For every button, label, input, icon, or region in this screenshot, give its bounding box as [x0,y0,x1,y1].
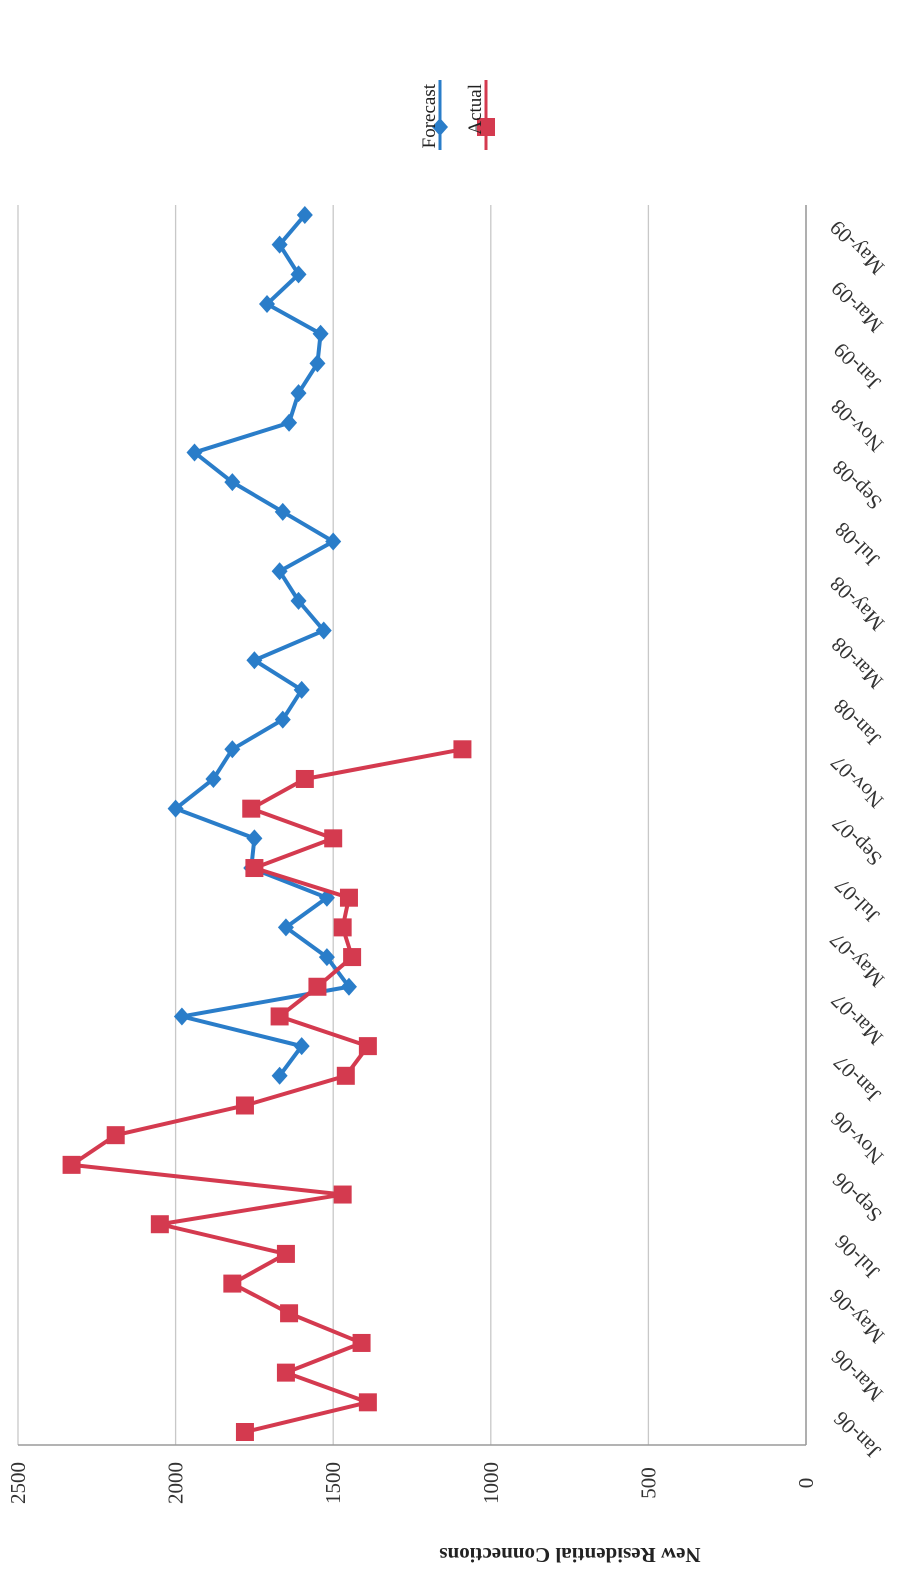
actual-point [343,948,362,967]
series [62,206,472,1441]
actual-point [453,740,472,759]
forecast-point [293,1037,310,1056]
forecast-point [246,651,263,670]
forecast-point [340,977,357,996]
y-tick-label: 1000 [479,1462,503,1504]
actual-point [295,769,314,788]
series-forecast [167,206,357,1085]
actual-point [150,1215,169,1234]
actual-point [276,1363,295,1382]
actual-point [242,799,261,818]
y-tick-label: 2500 [6,1462,30,1504]
forecast-point [167,799,184,818]
forecast-point [271,562,288,581]
forecast-point [325,532,342,551]
forecast-point [290,265,307,284]
actual-point [223,1274,242,1293]
actual-point [339,888,358,907]
y-tick-label: 500 [636,1467,660,1499]
forecast-point [312,324,329,343]
y-tick-label: 0 [794,1478,818,1489]
y-tick-label: 1500 [321,1462,345,1504]
actual-point [358,1037,377,1056]
forecast-point [274,502,291,521]
actual-point [235,1096,254,1115]
forecast-point [274,710,291,729]
forecast-point [224,473,241,492]
legend-forecast-marker [432,118,448,136]
series-actual [62,740,472,1441]
forecast-point [315,621,332,640]
actual-point [245,859,264,878]
legend[interactable]: Forecast Actual [419,80,495,150]
actual-point [62,1155,81,1174]
actual-point [333,1185,352,1204]
y-tick-label: 2000 [164,1462,188,1504]
forecast-point [290,384,307,403]
forecast-point [290,591,307,610]
forecast-point [186,443,203,462]
forecast-point [281,413,298,432]
actual-point [270,1007,289,1026]
forecast-point [271,235,288,254]
forecast-point [205,769,222,788]
actual-point [336,1066,355,1085]
actual-point [358,1393,377,1412]
legend-actual-marker [477,118,495,136]
actual-point [280,1304,299,1323]
legend-forecast-label: Forecast [419,83,440,148]
forecast-point [259,295,276,314]
actual-line [69,747,463,1434]
forecast-point [318,948,335,967]
forecast-point [271,1066,288,1085]
forecast-point [224,740,241,759]
forecast-point [173,1007,190,1026]
axes [18,205,807,1446]
actual-point [308,977,327,996]
actual-point [333,918,352,937]
forecast-point [277,918,294,937]
forecast-point [309,354,326,373]
forecast-point [296,206,313,224]
legend-actual-label: Actual [465,84,486,135]
y-axis-title: New Residential Connections [439,1543,700,1567]
actual-point [235,1423,254,1441]
actual-point [276,1244,295,1263]
actual-point [324,829,343,848]
forecast-point [246,829,263,848]
actual-point [352,1333,371,1352]
forecast-point [293,680,310,699]
actual-point [106,1126,125,1145]
